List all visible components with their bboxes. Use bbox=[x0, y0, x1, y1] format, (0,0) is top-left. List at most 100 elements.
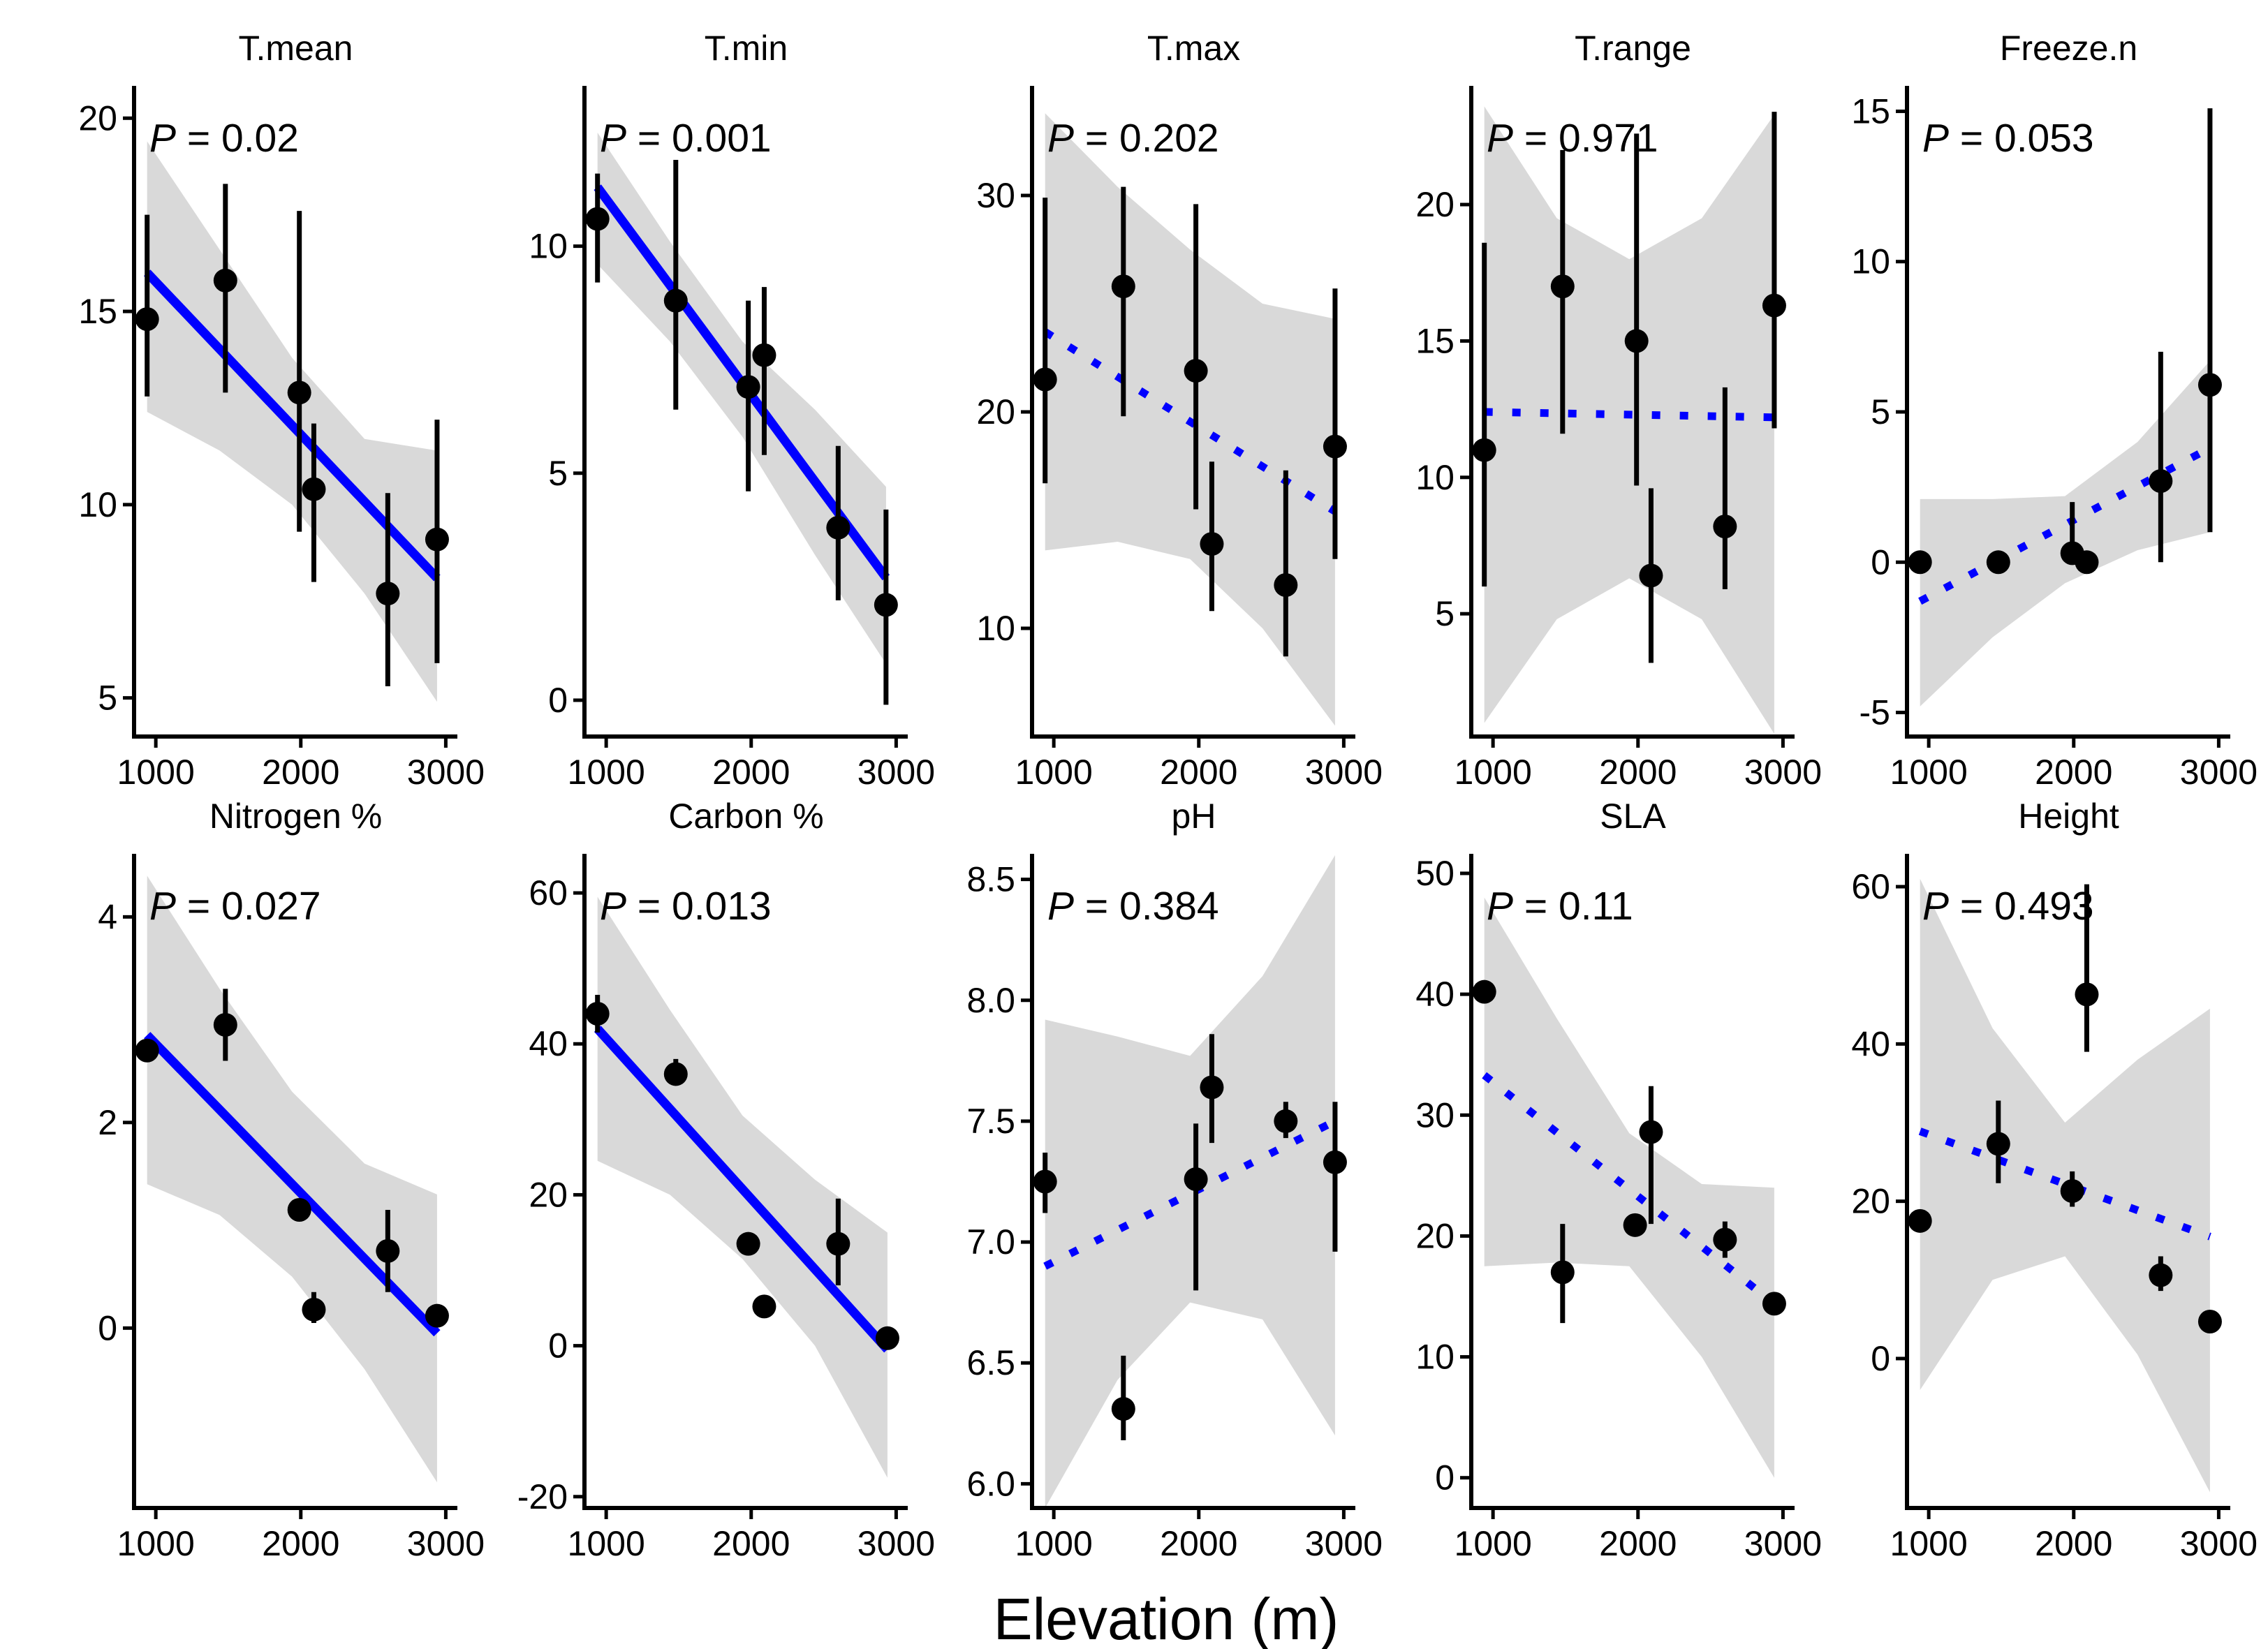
x-tick-label: 2000 bbox=[262, 1524, 339, 1563]
data-point bbox=[1200, 532, 1224, 556]
p-symbol: P bbox=[149, 884, 176, 929]
y-tick-label: 10 bbox=[1415, 1338, 1455, 1377]
p-symbol: P bbox=[1487, 884, 1513, 929]
data-point bbox=[2197, 373, 2222, 397]
panel-sla: 0 10 20 30 40 50 1000 2000 3000 SLA P = 0.11 bbox=[1415, 797, 1822, 1563]
p-value: = 0.11 bbox=[1513, 884, 1633, 929]
data-point bbox=[135, 307, 159, 332]
p-symbol: P bbox=[600, 884, 626, 929]
x-tick-label: 1000 bbox=[1015, 1524, 1093, 1563]
data-point bbox=[875, 1326, 899, 1350]
data-point bbox=[213, 1012, 237, 1037]
y-tick-label: 5 bbox=[1871, 392, 1890, 431]
data-point bbox=[1623, 1213, 1647, 1237]
y-tick-label: 5 bbox=[98, 679, 117, 718]
y-tick-label: 30 bbox=[976, 176, 1015, 215]
x-tick-label: 3000 bbox=[1305, 753, 1383, 792]
data-point bbox=[376, 582, 400, 606]
data-point bbox=[425, 527, 449, 552]
x-tick-label: 2000 bbox=[2035, 1524, 2112, 1563]
x-tick-label: 2000 bbox=[712, 753, 790, 792]
panel-title: Freeze.n bbox=[2000, 29, 2137, 68]
x-tick-label: 3000 bbox=[857, 753, 935, 792]
data-point bbox=[302, 477, 326, 501]
y-tick-label: 60 bbox=[529, 873, 568, 912]
p-value: = 0.013 bbox=[626, 884, 772, 929]
x-tick-label: 1000 bbox=[1455, 1524, 1532, 1563]
p-symbol: P bbox=[1487, 116, 1513, 161]
data-point bbox=[1200, 1075, 1224, 1100]
confidence-ribbon bbox=[1484, 106, 1774, 734]
y-tick-label: 7.5 bbox=[966, 1102, 1015, 1141]
data-point bbox=[1111, 274, 1135, 299]
data-point bbox=[2075, 550, 2099, 575]
p-value: = 0.384 bbox=[1074, 884, 1219, 929]
p-value-label: P = 0.11 bbox=[1487, 884, 1633, 929]
x-tick-label: 1000 bbox=[568, 753, 645, 792]
data-point bbox=[826, 515, 850, 540]
x-tick-label: 2000 bbox=[1160, 753, 1237, 792]
x-tick-label: 3000 bbox=[407, 753, 485, 792]
y-tick-label: 5 bbox=[548, 454, 568, 493]
x-tick-label: 2000 bbox=[712, 1524, 790, 1563]
p-value: = 0.493 bbox=[1949, 884, 2094, 929]
p-value: = 0.027 bbox=[176, 884, 321, 929]
data-point bbox=[1713, 515, 1737, 539]
y-tick-label: 2 bbox=[98, 1103, 117, 1142]
fit-line-dotted bbox=[1918, 1127, 2211, 1241]
y-tick-label: -5 bbox=[1860, 693, 1890, 732]
x-tick-label: 1000 bbox=[1890, 1524, 1968, 1563]
panel-title: T.mean bbox=[239, 29, 353, 68]
p-value-label: P = 0.013 bbox=[600, 884, 772, 929]
data-point bbox=[2197, 1310, 2222, 1334]
fit-line-dotted bbox=[1484, 408, 1775, 422]
x-tick-label: 2000 bbox=[1160, 1524, 1237, 1563]
y-tick-label: 10 bbox=[78, 485, 117, 524]
data-point bbox=[1713, 1227, 1737, 1252]
x-tick-label: 3000 bbox=[1305, 1524, 1383, 1563]
data-point bbox=[1184, 359, 1208, 383]
y-tick-label: 10 bbox=[529, 227, 568, 266]
data-point bbox=[1624, 329, 1649, 353]
y-tick-label: 40 bbox=[1415, 975, 1455, 1014]
y-tick-label: 0 bbox=[1435, 1458, 1455, 1498]
y-tick-label: 30 bbox=[1415, 1095, 1455, 1134]
y-tick-label: 4 bbox=[98, 897, 117, 936]
data-point bbox=[287, 380, 311, 405]
data-point bbox=[1762, 293, 1786, 318]
y-tick-label: 8.5 bbox=[966, 860, 1015, 899]
x-tick-label: 1000 bbox=[117, 1524, 195, 1563]
p-value: = 0.971 bbox=[1513, 116, 1658, 161]
data-point bbox=[663, 288, 688, 313]
data-point bbox=[1323, 434, 1347, 459]
data-point bbox=[1550, 274, 1575, 299]
data-point bbox=[1639, 1120, 1663, 1144]
p-symbol: P bbox=[1922, 884, 1949, 929]
data-point bbox=[2149, 469, 2173, 494]
data-point bbox=[736, 375, 760, 399]
fit-line-solid bbox=[594, 1026, 891, 1353]
data-point bbox=[425, 1303, 449, 1328]
panel-t-min: 0 5 10 1000 2000 3000 T.min P = 0.001 bbox=[529, 29, 935, 792]
y-tick-label: 50 bbox=[1415, 854, 1455, 893]
y-tick-label: 40 bbox=[1851, 1024, 1890, 1063]
panel-title: Nitrogen % bbox=[209, 797, 382, 836]
y-tick-label: 20 bbox=[1415, 185, 1455, 224]
y-tick-label: 6.5 bbox=[966, 1343, 1015, 1382]
data-point bbox=[1472, 438, 1496, 462]
panel-title: pH bbox=[1172, 797, 1216, 836]
x-tick-label: 3000 bbox=[1744, 753, 1822, 792]
y-tick-label: 10 bbox=[1415, 458, 1455, 497]
confidence-ribbon bbox=[1920, 360, 2210, 707]
p-symbol: P bbox=[1047, 884, 1074, 929]
y-tick-label: 10 bbox=[976, 609, 1015, 648]
p-symbol: P bbox=[1922, 116, 1949, 161]
data-point bbox=[1184, 1167, 1208, 1192]
y-tick-label: 0 bbox=[548, 1326, 568, 1366]
y-tick-label: 8.0 bbox=[966, 981, 1015, 1020]
data-point bbox=[752, 343, 776, 367]
panel-height: 0 20 40 60 1000 2000 3000 Height P = 0.493 bbox=[1851, 797, 2258, 1563]
data-point bbox=[2075, 982, 2099, 1007]
